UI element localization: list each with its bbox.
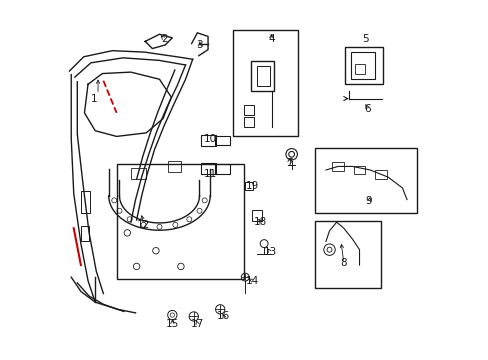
Text: 19: 19 [245, 181, 259, 192]
Text: 8: 8 [340, 258, 346, 268]
Bar [252, 210, 261, 221]
Text: 4: 4 [267, 34, 274, 44]
Bar [81, 226, 88, 242]
Bar [233, 30, 298, 136]
Bar [315, 221, 381, 288]
Text: 17: 17 [190, 319, 203, 329]
Bar [215, 136, 230, 145]
Text: 12: 12 [137, 220, 150, 230]
Text: 7: 7 [285, 158, 292, 168]
Bar [244, 105, 253, 115]
Text: 2: 2 [161, 34, 167, 44]
Bar [345, 47, 382, 84]
Text: 3: 3 [196, 40, 203, 50]
Text: 18: 18 [253, 217, 266, 227]
Bar [257, 66, 269, 86]
Bar [353, 166, 365, 174]
Bar [250, 61, 274, 91]
Bar [201, 163, 216, 174]
Text: 6: 6 [364, 104, 370, 113]
Bar [201, 135, 216, 146]
Bar [167, 161, 181, 172]
Bar [350, 53, 374, 79]
Text: 11: 11 [203, 168, 217, 179]
Bar [244, 117, 253, 127]
Text: 15: 15 [165, 319, 179, 329]
Text: 14: 14 [245, 276, 259, 286]
Text: 9: 9 [365, 197, 371, 206]
Bar [374, 170, 386, 179]
Bar [215, 164, 230, 174]
Text: 10: 10 [203, 134, 217, 144]
Bar [315, 148, 416, 213]
Text: 5: 5 [361, 34, 368, 44]
Bar [244, 182, 253, 190]
Bar [131, 168, 145, 179]
Bar [116, 164, 244, 279]
Bar [354, 64, 364, 73]
Text: 1: 1 [91, 94, 98, 104]
Bar [81, 191, 90, 213]
Text: 13: 13 [263, 247, 276, 257]
Text: 16: 16 [217, 311, 230, 321]
Bar [332, 162, 343, 171]
